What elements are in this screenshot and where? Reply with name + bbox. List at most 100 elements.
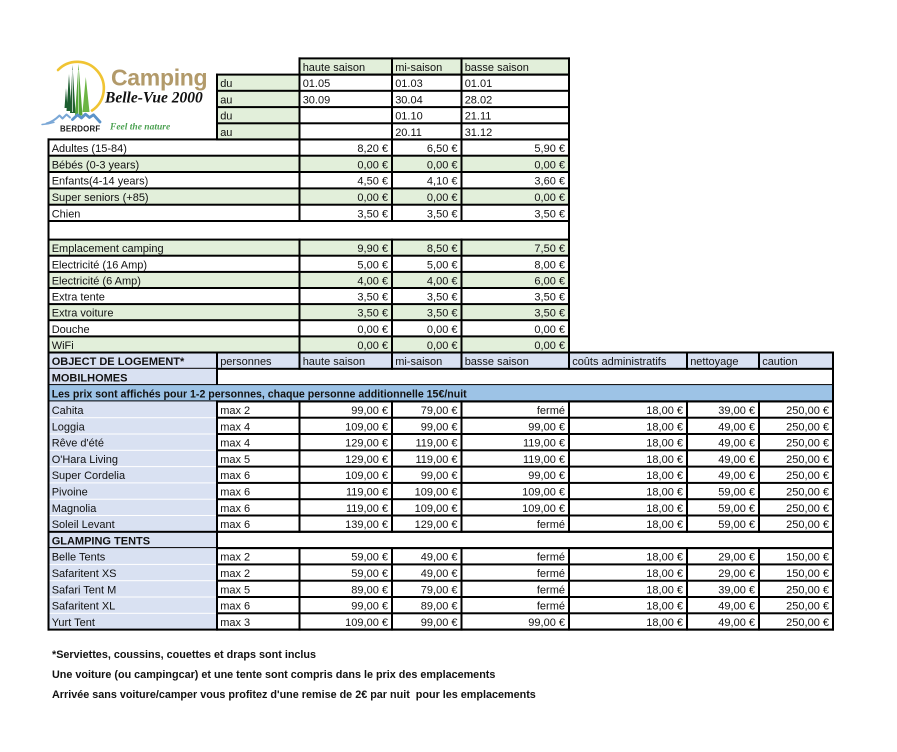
- svg-text:Arrivée sans voiture/camper vo: Arrivée sans voiture/camper vous profite…: [52, 689, 536, 701]
- svg-text:du: du: [220, 78, 232, 90]
- svg-text:99,00 €: 99,00 €: [528, 421, 565, 433]
- svg-text:59,00 €: 59,00 €: [718, 503, 755, 515]
- svg-text:max 2: max 2: [220, 568, 250, 580]
- svg-text:150,00 €: 150,00 €: [786, 568, 829, 580]
- svg-text:18,00 €: 18,00 €: [646, 421, 683, 433]
- svg-text:fermé: fermé: [537, 552, 565, 564]
- svg-text:7,50 €: 7,50 €: [534, 243, 565, 255]
- svg-text:Magnolia: Magnolia: [52, 503, 98, 515]
- svg-text:Douche: Douche: [52, 324, 90, 336]
- svg-text:Extra tente: Extra tente: [52, 292, 105, 304]
- svg-text:Super seniors (+85): Super seniors (+85): [52, 192, 149, 204]
- svg-text:01.01: 01.01: [465, 78, 493, 90]
- svg-text:49,00 €: 49,00 €: [718, 454, 755, 466]
- svg-text:28.02: 28.02: [465, 94, 493, 106]
- svg-text:119,00 €: 119,00 €: [346, 503, 388, 515]
- svg-text:Yurt Tent: Yurt Tent: [52, 617, 95, 629]
- svg-text:3,50 €: 3,50 €: [357, 208, 388, 220]
- svg-text:MOBILHOMES: MOBILHOMES: [52, 372, 128, 384]
- svg-text:3,50 €: 3,50 €: [534, 292, 565, 304]
- svg-text:8,50 €: 8,50 €: [427, 243, 458, 255]
- svg-text:WiFi: WiFi: [52, 340, 74, 352]
- svg-text:0,00 €: 0,00 €: [534, 340, 565, 352]
- svg-text:Cahita: Cahita: [52, 405, 85, 417]
- svg-text:coûts administratifs: coûts administratifs: [572, 356, 667, 368]
- svg-text:129,00 €: 129,00 €: [345, 454, 388, 466]
- svg-text:250,00 €: 250,00 €: [786, 617, 829, 629]
- svg-text:250,00 €: 250,00 €: [786, 601, 829, 613]
- svg-text:Safaritent XL: Safaritent XL: [52, 601, 116, 613]
- svg-text:109,00 €: 109,00 €: [345, 470, 388, 482]
- svg-text:0,00 €: 0,00 €: [357, 324, 388, 336]
- svg-text:3,50 €: 3,50 €: [534, 208, 565, 220]
- svg-text:8,00 €: 8,00 €: [534, 259, 565, 271]
- svg-text:personnes: personnes: [220, 356, 272, 368]
- svg-text:Super Cordelia: Super Cordelia: [52, 470, 126, 482]
- svg-text:109,00 €: 109,00 €: [522, 487, 565, 499]
- svg-text:31.12: 31.12: [465, 127, 493, 139]
- svg-text:18,00 €: 18,00 €: [646, 584, 683, 596]
- svg-text:150,00 €: 150,00 €: [786, 552, 829, 564]
- svg-text:3,50 €: 3,50 €: [427, 292, 458, 304]
- svg-text:6,00 €: 6,00 €: [534, 276, 565, 288]
- svg-text:max 6: max 6: [220, 601, 250, 613]
- svg-text:au: au: [220, 94, 232, 106]
- svg-text:max 6: max 6: [220, 503, 250, 515]
- svg-text:18,00 €: 18,00 €: [646, 519, 683, 531]
- svg-text:99,00 €: 99,00 €: [421, 470, 458, 482]
- svg-text:79,00 €: 79,00 €: [421, 584, 458, 596]
- svg-text:haute saison: haute saison: [303, 356, 365, 368]
- svg-text:3,50 €: 3,50 €: [357, 292, 388, 304]
- svg-text:mi-saison: mi-saison: [395, 62, 442, 74]
- svg-text:Camping: Camping: [111, 65, 207, 91]
- svg-text:59,00 €: 59,00 €: [718, 519, 755, 531]
- svg-text:18,00 €: 18,00 €: [646, 487, 683, 499]
- svg-text:0,00 €: 0,00 €: [427, 192, 458, 204]
- svg-text:0,00 €: 0,00 €: [427, 159, 458, 171]
- svg-text:49,00 €: 49,00 €: [421, 552, 458, 564]
- svg-text:250,00 €: 250,00 €: [786, 470, 829, 482]
- svg-text:Bébés (0-3 years): Bébés (0-3 years): [52, 159, 139, 171]
- svg-text:49,00 €: 49,00 €: [718, 438, 755, 450]
- svg-text:01.03: 01.03: [395, 78, 423, 90]
- svg-text:8,20 €: 8,20 €: [357, 143, 388, 155]
- svg-text:Feel the nature: Feel the nature: [109, 122, 171, 132]
- svg-text:Chien: Chien: [52, 208, 81, 220]
- svg-text:0,00 €: 0,00 €: [427, 324, 458, 336]
- svg-text:20.11: 20.11: [395, 127, 422, 139]
- svg-text:Enfants(4-14 years): Enfants(4-14 years): [52, 176, 149, 188]
- svg-text:250,00 €: 250,00 €: [786, 438, 829, 450]
- svg-text:99,00 €: 99,00 €: [351, 405, 388, 417]
- svg-text:139,00 €: 139,00 €: [345, 519, 388, 531]
- svg-text:119,00 €: 119,00 €: [415, 454, 457, 466]
- svg-text:250,00 €: 250,00 €: [786, 421, 829, 433]
- svg-text:3,50 €: 3,50 €: [357, 308, 388, 320]
- svg-text:21.11: 21.11: [465, 111, 492, 123]
- svg-text:Electricité (6 Amp): Electricité (6 Amp): [52, 276, 141, 288]
- svg-text:basse saison: basse saison: [465, 62, 529, 74]
- svg-text:BERDORF: BERDORF: [60, 125, 100, 134]
- svg-text:99,00 €: 99,00 €: [528, 617, 565, 629]
- svg-text:*Serviettes, coussins, couette: *Serviettes, coussins, couettes et draps…: [52, 649, 316, 661]
- svg-text:18,00 €: 18,00 €: [646, 470, 683, 482]
- svg-text:250,00 €: 250,00 €: [786, 454, 829, 466]
- svg-text:99,00 €: 99,00 €: [421, 421, 458, 433]
- svg-text:Adultes (15-84): Adultes (15-84): [52, 143, 127, 155]
- svg-text:Belle-Vue 2000: Belle-Vue 2000: [104, 90, 203, 107]
- svg-text:au: au: [220, 127, 232, 139]
- svg-text:3,50 €: 3,50 €: [427, 208, 458, 220]
- svg-text:nettoyage: nettoyage: [690, 356, 738, 368]
- svg-text:haute saison: haute saison: [303, 62, 365, 74]
- svg-text:Safaritent XS: Safaritent XS: [52, 568, 117, 580]
- svg-text:18,00 €: 18,00 €: [646, 568, 683, 580]
- svg-text:Pivoine: Pivoine: [52, 487, 88, 499]
- svg-text:O'Hara Living: O'Hara Living: [52, 454, 118, 466]
- svg-text:99,00 €: 99,00 €: [528, 470, 565, 482]
- svg-text:4,10 €: 4,10 €: [427, 176, 458, 188]
- svg-text:Soleil Levant: Soleil Levant: [52, 519, 115, 531]
- svg-text:Une voiture (ou campingcar) et: Une voiture (ou campingcar) et une tente…: [52, 669, 495, 681]
- svg-text:109,00 €: 109,00 €: [345, 421, 388, 433]
- svg-text:fermé: fermé: [537, 405, 565, 417]
- svg-text:du: du: [220, 111, 232, 123]
- svg-text:89,00 €: 89,00 €: [351, 584, 388, 596]
